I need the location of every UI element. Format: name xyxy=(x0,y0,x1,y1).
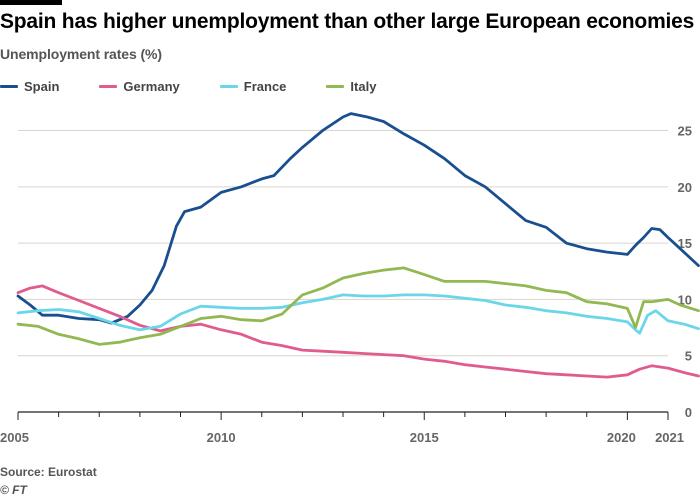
x-tick-label-2010: 2010 xyxy=(207,430,236,445)
legend-item-spain: Spain xyxy=(0,79,59,94)
y-tick-label-0: 0 xyxy=(685,405,692,420)
legend-item-france: France xyxy=(219,79,287,94)
legend-swatch-france xyxy=(219,85,238,88)
x-tick-label-2020: 2020 xyxy=(607,430,636,445)
legend-label-germany: Germany xyxy=(123,79,180,94)
legend-swatch-italy xyxy=(326,85,345,88)
series-line-spain xyxy=(16,112,700,325)
series-line-germany xyxy=(16,284,700,379)
x-tick-label-2005: 2005 xyxy=(0,430,29,445)
header-rule xyxy=(0,0,62,5)
y-tick-label-15: 15 xyxy=(678,236,692,251)
legend-item-germany: Germany xyxy=(99,79,180,94)
legend-swatch-spain xyxy=(0,85,18,88)
series-line-italy xyxy=(16,266,700,346)
y-tick-label-20: 20 xyxy=(678,180,692,195)
chart-title: Spain has higher unemployment than other… xyxy=(0,10,695,33)
y-tick-label-5: 5 xyxy=(685,349,692,364)
credit-note: © FT xyxy=(0,483,27,497)
source-note: Source: Eurostat xyxy=(0,465,97,479)
y-tick-label-10: 10 xyxy=(678,292,692,307)
x-tick-label-2021: 2021 xyxy=(655,430,684,445)
x-tick-label-2015: 2015 xyxy=(410,430,439,445)
legend-label-spain: Spain xyxy=(24,79,60,94)
legend-label-france: France xyxy=(243,79,287,94)
series-line-france xyxy=(16,293,700,335)
legend-swatch-germany xyxy=(99,85,118,88)
legend-item-italy: Italy xyxy=(326,79,376,94)
legend-label-italy: Italy xyxy=(350,79,377,94)
y-tick-label-25: 25 xyxy=(678,124,692,139)
chart-subtitle: Unemployment rates (%) xyxy=(0,46,162,62)
legend: Spain Germany France Italy xyxy=(0,79,416,94)
